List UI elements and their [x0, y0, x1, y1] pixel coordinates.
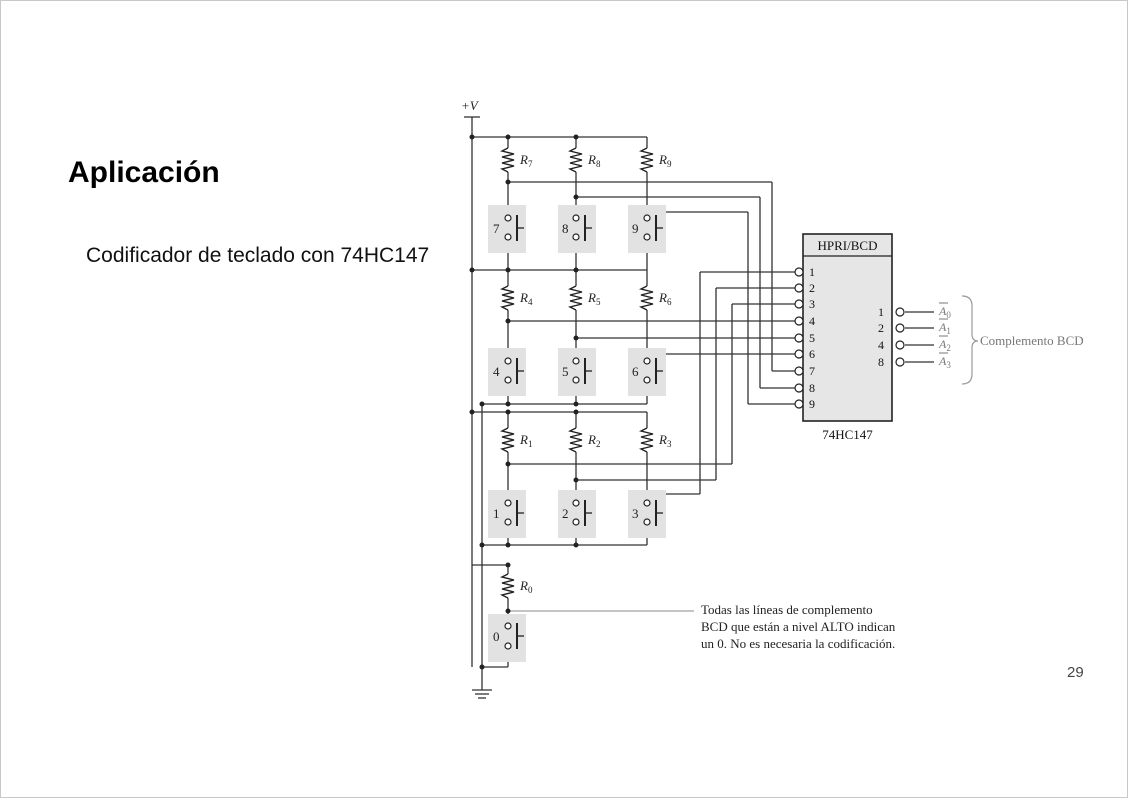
output-overbars — [939, 302, 948, 354]
resistor-labels: R7 R8 R9 R4 R5 R6 R1 R2 R3 R0 — [519, 152, 672, 595]
output-name-a0: A0 — [938, 304, 951, 320]
key-5-label: 5 — [562, 364, 569, 379]
input-pin-2: 2 — [809, 281, 815, 295]
input-pin-9: 9 — [809, 397, 815, 411]
supply-label: +V — [461, 98, 480, 113]
keypad: 7 8 9 4 — [488, 205, 666, 662]
key-8: 8 — [558, 205, 596, 253]
key-5: 5 — [558, 348, 596, 396]
output-pin-8: 8 — [878, 355, 884, 369]
key-0: 0 — [488, 614, 526, 662]
resistor-label-r0: R0 — [519, 578, 533, 595]
resistor-label-r1: R1 — [519, 432, 532, 449]
key-1: 1 — [488, 490, 526, 538]
resistor-label-r8: R8 — [587, 152, 601, 169]
key-1-label: 1 — [493, 506, 500, 521]
note-line-1: Todas las líneas de complemento — [701, 602, 873, 617]
key-7-label: 7 — [493, 221, 500, 236]
key-3-label: 3 — [632, 506, 639, 521]
key-4: 4 — [488, 348, 526, 396]
input-pin-5: 5 — [809, 331, 815, 345]
encoder-header: HPRI/BCD — [818, 238, 878, 253]
page-number: 29 — [1067, 664, 1084, 681]
input-pin-6: 6 — [809, 347, 815, 361]
output-name-a2: A2 — [938, 337, 951, 353]
resistor-label-r5: R5 — [587, 290, 601, 307]
complemento-bcd-label: Complemento BCD — [980, 333, 1084, 348]
output-names: A0 A1 A2 A3 — [938, 304, 951, 370]
complemento-brace — [961, 295, 979, 385]
encoder-part-number: 74HC147 — [822, 427, 873, 442]
encoder-chip: HPRI/BCD 74HC147 1 2 3 4 5 6 7 8 9 1 2 4… — [794, 233, 905, 442]
input-pin-4: 4 — [809, 314, 815, 328]
key-9-label: 9 — [632, 221, 639, 236]
note-line-3: un 0. No es necesaria la codificación. — [701, 636, 895, 651]
resistor-symbols — [499, 147, 654, 599]
key-0-label: 0 — [493, 629, 500, 644]
output-name-a3: A3 — [938, 354, 951, 370]
key-4-label: 4 — [493, 364, 500, 379]
output-pin-1: 1 — [878, 305, 884, 319]
resistor-label-r7: R7 — [519, 152, 533, 169]
key-6-label: 6 — [632, 364, 639, 379]
resistor-label-r6: R6 — [658, 290, 672, 307]
note-text: Todas las líneas de complemento BCD que … — [701, 602, 896, 651]
key-6: 6 — [628, 348, 666, 396]
resistor-label-r4: R4 — [519, 290, 533, 307]
wires — [464, 116, 934, 699]
output-bubbles — [895, 307, 905, 367]
key-7: 7 — [488, 205, 526, 253]
resistor-label-r9: R9 — [658, 152, 672, 169]
input-bubbles — [794, 267, 804, 409]
output-pin-labels: 1 2 4 8 — [878, 305, 884, 369]
key-2: 2 — [558, 490, 596, 538]
output-pin-2: 2 — [878, 321, 884, 335]
key-8-label: 8 — [562, 221, 569, 236]
input-pin-labels: 1 2 3 4 5 6 7 8 9 — [809, 265, 815, 411]
input-pin-3: 3 — [809, 297, 815, 311]
resistor-label-r2: R2 — [587, 432, 600, 449]
resistor-label-r3: R3 — [658, 432, 672, 449]
key-2-label: 2 — [562, 506, 569, 521]
slide-subtitle: Codificador de teclado con 74HC147 — [86, 244, 430, 267]
input-pin-1: 1 — [809, 265, 815, 279]
key-9: 9 — [628, 205, 666, 253]
input-pin-7: 7 — [809, 364, 815, 378]
input-pin-8: 8 — [809, 381, 815, 395]
output-pin-4: 4 — [878, 338, 884, 352]
key-3: 3 — [628, 490, 666, 538]
note-line-2: BCD que están a nivel ALTO indican — [701, 619, 896, 634]
slide-title: Aplicación — [68, 156, 220, 189]
output-name-a1: A1 — [938, 320, 951, 336]
junction-dots — [469, 134, 650, 670]
